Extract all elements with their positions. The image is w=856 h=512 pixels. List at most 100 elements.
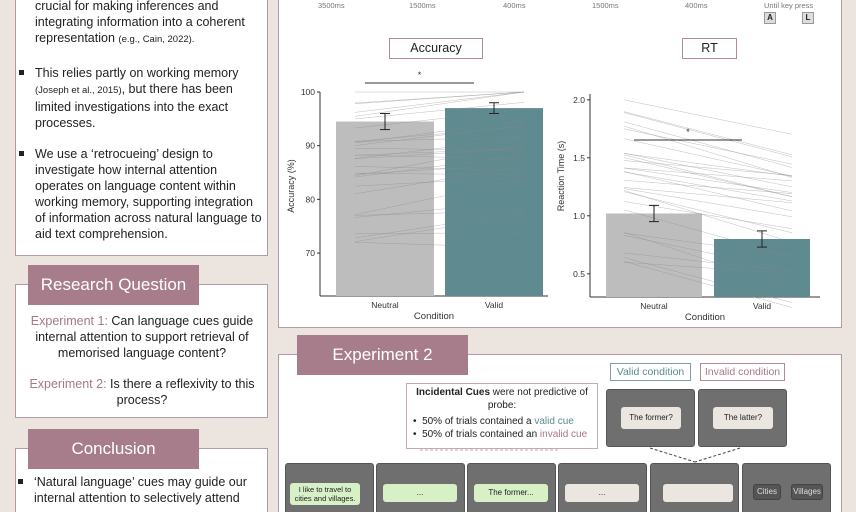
- probe-screen-latter: The latter?: [698, 389, 787, 447]
- participant-line: [354, 212, 525, 239]
- participant-line: [623, 252, 793, 272]
- y-tick-label: 1.0: [573, 211, 585, 221]
- rt-chart: 0.5 1.0 1.5 2.0 Neutral Valid Condition Reactio…: [556, 94, 820, 323]
- seq-sentence: I like to travel to cities and villages.: [290, 483, 360, 505]
- participant-line: [354, 91, 525, 104]
- bullet-working-memory: This relies partly on working memory (Jo…: [19, 65, 265, 131]
- x-tick-label: Valid: [485, 300, 504, 310]
- participant-line: [354, 148, 525, 156]
- participant-line: [623, 138, 793, 177]
- key-a: A: [764, 12, 776, 24]
- participant-line: [354, 178, 525, 215]
- cue-text: 50% of trials contained an: [422, 429, 540, 440]
- participant-line: [354, 91, 525, 117]
- probe-former-text: The former?: [621, 407, 681, 429]
- timeline-label: 1500ms: [409, 1, 436, 10]
- participant-line: [623, 167, 793, 182]
- rq-text: Is there a reflexivity to this: [106, 377, 255, 391]
- participant-line: [354, 210, 525, 216]
- y-tick-label: 70: [306, 248, 316, 258]
- option-cities: Cities: [753, 484, 781, 500]
- timeline-label: 400ms: [685, 1, 708, 10]
- x-axis-label: Condition: [414, 311, 454, 322]
- accuracy-chart: 70 80 90 100 Neutral Valid Condition Accuracy (…: [286, 70, 548, 322]
- research-question-panel: [15, 284, 268, 418]
- participant-line: [354, 137, 525, 159]
- bullet-dot: [19, 151, 24, 156]
- y-tick-label: 2.0: [573, 95, 585, 105]
- bullet-line: We use a ‘retrocueing’ design to: [35, 147, 213, 161]
- rq-text: Can language cues guide: [107, 314, 254, 328]
- intro-text: crucial for making inferences and integr…: [35, 0, 265, 48]
- participant-line: [354, 124, 525, 146]
- rq-line: internal attention to support retrieval …: [35, 330, 249, 344]
- bullet-line: of information across natural language t…: [35, 211, 262, 225]
- participant-line: [623, 157, 793, 198]
- significance-marker: *: [686, 127, 690, 137]
- participant-line: [623, 171, 793, 212]
- bullet-retrocueing: We use a ‘retrocueing’ design to investi…: [19, 146, 267, 242]
- connector-lines: [420, 447, 741, 463]
- incidental-cues-box: Incidental Cues were not predictive of p…: [406, 383, 598, 449]
- invalid-condition-label: Invalid condition: [700, 363, 785, 381]
- participant-line: [623, 179, 793, 194]
- bullet-line: (Joseph et al., 2015), but there has bee…: [35, 81, 265, 99]
- rq-exp1: Experiment 1: Can language cues guide in…: [18, 313, 266, 361]
- rq-line: memorised language content?: [57, 346, 227, 360]
- valid-condition-label: Valid condition: [610, 363, 691, 381]
- probe-screen-former: The former?: [606, 389, 695, 447]
- participant-line: [354, 120, 525, 144]
- bullet-line: operates on language content within: [35, 179, 236, 193]
- bar-neutral: [336, 121, 434, 296]
- participant-line: [623, 190, 793, 243]
- participant-line: [623, 235, 793, 271]
- bullet-line: aid text comprehension.: [35, 227, 168, 241]
- seq-screen-2: ...: [376, 463, 465, 512]
- participant-line: [623, 160, 793, 176]
- conclusion-title: Conclusion: [28, 429, 199, 469]
- participant-line: [354, 136, 525, 142]
- y-axis-label: Accuracy (%): [286, 159, 296, 213]
- participant-line: [354, 176, 525, 187]
- seq-screen-6: Cities Villages: [742, 463, 831, 512]
- rq-line: Experiment 1: Can language cues guide: [18, 313, 266, 329]
- participant-line: [623, 154, 793, 197]
- intro-panel: [15, 0, 268, 256]
- significance-marker: *: [418, 70, 422, 80]
- x-tick-label: Valid: [753, 301, 772, 311]
- conclusion-bullet: ‘Natural language’ cues may guide our in…: [18, 474, 266, 506]
- seq-screen-3: The former...: [467, 463, 556, 512]
- y-tick-label: 80: [306, 194, 316, 204]
- x-tick-label: Neutral: [371, 300, 399, 310]
- cue-text: probe:: [487, 400, 517, 411]
- participant-line: [623, 209, 793, 257]
- accuracy-chart-title: Accuracy: [389, 38, 483, 59]
- bullet-text-span: , but there has been: [121, 82, 233, 96]
- y-tick-label: 0.5: [573, 269, 585, 279]
- participant-line: [354, 154, 525, 178]
- participant-line: [623, 112, 793, 158]
- participant-line: [354, 163, 525, 175]
- seq-dots: ...: [565, 484, 639, 502]
- participant-line: [354, 154, 525, 160]
- participant-line: [623, 128, 793, 165]
- experiment2-title: Experiment 2: [297, 335, 468, 375]
- research-question-title: Research Question: [28, 265, 199, 305]
- rt-chart-title: RT: [682, 38, 737, 59]
- exp1-label: Experiment 1:: [30, 314, 108, 328]
- participant-line: [623, 153, 793, 188]
- bullet-line: internal attention to selectively attend: [34, 491, 240, 505]
- rq-line: Experiment 2: Is there a reflexivity to …: [18, 376, 266, 392]
- participant-line: [623, 257, 793, 303]
- bullet-dot: [18, 479, 23, 484]
- bar-valid: [445, 108, 543, 297]
- y-tick-label: 100: [301, 87, 315, 97]
- intro-line: representation (e.g., Cain, 2022).: [35, 30, 265, 48]
- participant-line: [354, 147, 525, 151]
- participant-line: [623, 188, 793, 218]
- participant-line: [354, 109, 525, 129]
- x-tick-label: Neutral: [640, 301, 668, 311]
- participant-line: [623, 187, 793, 204]
- participant-line: [623, 261, 793, 275]
- participant-line: [354, 242, 525, 248]
